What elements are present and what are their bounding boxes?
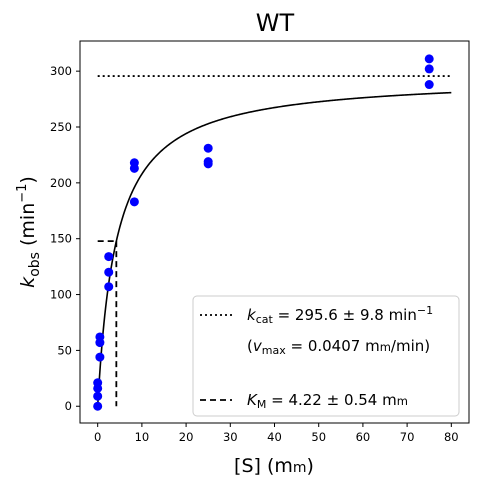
data-point [93,378,103,388]
y-axis-title: kobs (min−1) [15,176,43,288]
x-tick-label: 40 [267,430,282,444]
fit-curve [96,91,452,407]
data-point [424,54,434,64]
data-point [93,391,103,401]
y-tick-label: 50 [57,343,72,357]
y-tick-label: 250 [50,120,72,134]
legend-box [192,295,460,417]
axis-ticks: 0 10 20 30 40 50 60 70 80 0 50 100 150 200 250 300 [50,64,459,444]
fit-lines [96,75,452,407]
y-tick-label: 150 [50,232,72,246]
x-tick-label: 10 [135,430,150,444]
x-tick-label: 20 [179,430,194,444]
data-point [129,158,139,168]
x-tick-label: 50 [311,430,326,444]
legend: kcat = 295.6 ± 9.8 min−1 (vmax = 0.0407 … [192,295,460,417]
y-tick-label: 200 [50,176,72,190]
data-point [424,64,434,74]
data-point [95,352,105,362]
x-tick-label: 60 [356,430,371,444]
x-tick-label: 0 [94,430,101,444]
y-tick-label: 100 [50,288,72,302]
data-point [203,143,213,153]
x-tick-label: 80 [444,430,459,444]
data-point [104,267,114,277]
data-point [95,332,105,342]
chart-title: WT [256,9,295,37]
legend-km-label: KM = 4.22 ± 0.54 mm [247,391,408,411]
data-point [203,157,213,167]
data-point [104,252,114,262]
y-tick-label: 300 [50,64,72,78]
data-point [129,197,139,207]
data-point [104,282,114,292]
x-tick-label: 30 [223,430,238,444]
x-tick-label: 70 [400,430,415,444]
x-axis-title: [S] (mm) [234,455,314,477]
data-point [424,80,434,90]
legend-kcat-label: kcat = 295.6 ± 9.8 min−1 [247,304,433,326]
data-point [93,401,103,411]
legend-vmax-label: (vmax = 0.0407 mm/min) [247,337,430,357]
y-tick-label: 0 [65,399,72,413]
data-points [93,54,434,411]
